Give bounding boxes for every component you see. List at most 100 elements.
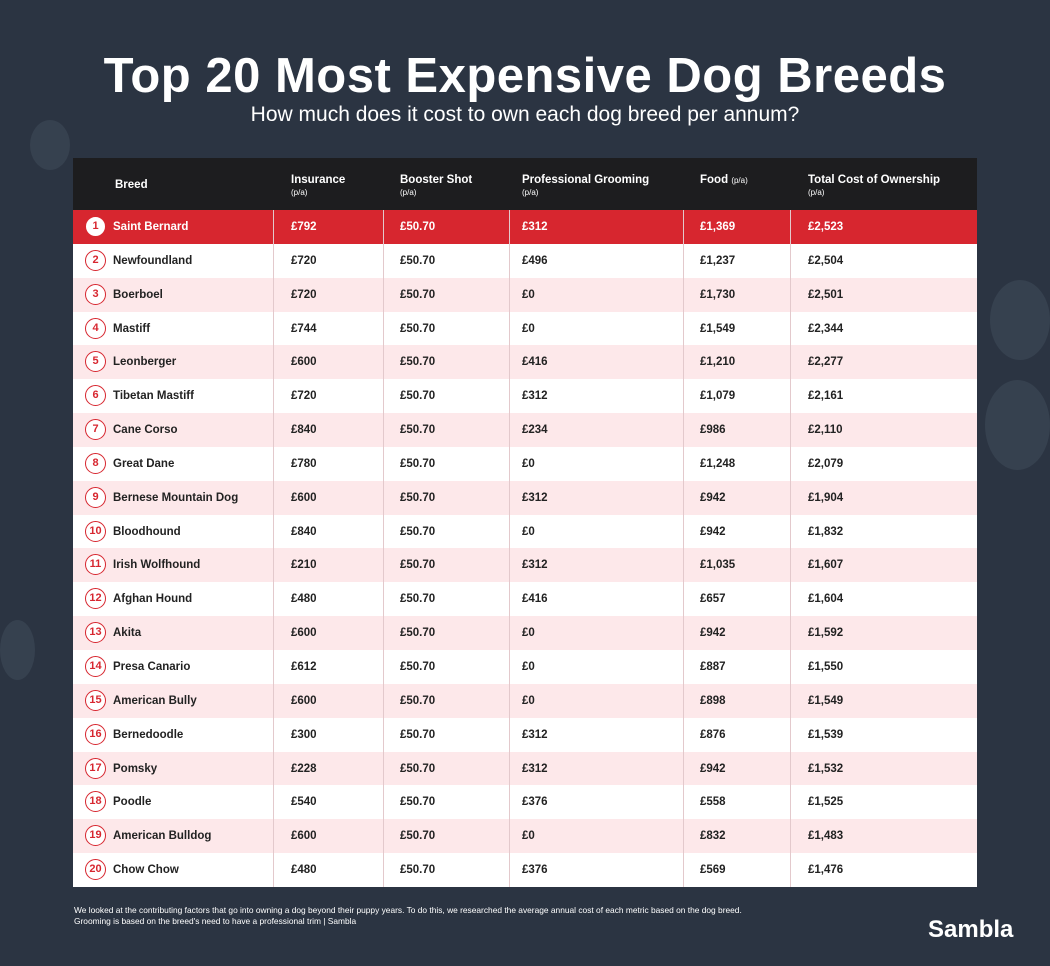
breed-name: Newfoundland: [113, 254, 193, 267]
cell-divider: [383, 480, 384, 515]
cost-cell: £1,904: [808, 491, 844, 504]
cell-divider: [790, 616, 791, 650]
cell-divider: [383, 853, 384, 887]
cost-cell: £1,237: [700, 254, 736, 267]
table-row: 6 Tibetan Mastiff £720 £50.70 £312 £1,079 £2,1…: [73, 379, 977, 414]
breed-name: Presa Canario: [113, 660, 191, 673]
cell-divider: [509, 413, 510, 447]
breed-name: Bloodhound: [113, 525, 181, 538]
cost-cell: £876: [700, 728, 726, 741]
rank-badge: 2: [85, 249, 106, 271]
column-label: Insurance: [291, 174, 346, 186]
breed-name: Saint Bernard: [113, 221, 189, 233]
cell-divider: [683, 210, 684, 244]
cost-cell: £2,504: [808, 254, 844, 267]
cell-divider: [383, 243, 384, 278]
cell-divider: [509, 446, 510, 481]
cell-divider: [383, 514, 384, 549]
cell-divider: [383, 311, 384, 346]
rank-badge: 12: [85, 588, 106, 610]
brand-logo: Sambla: [928, 916, 1014, 943]
cell-divider: [790, 210, 791, 244]
column-label: Booster Shot: [400, 174, 473, 186]
cell-divider: [790, 649, 791, 684]
table-row: 13 Akita £600 £50.70 £0 £942 £1,592: [73, 616, 977, 650]
cost-cell: £50.70: [400, 796, 436, 809]
breed-name: Akita: [113, 627, 142, 640]
table-row: 5 Leonberger £600 £50.70 £416 £1,210 £2,277: [73, 345, 977, 380]
cell-divider: [509, 311, 510, 346]
cost-cell: £600: [291, 694, 317, 707]
cost-cell: £50.70: [400, 390, 436, 403]
cost-cell: £569: [700, 864, 726, 877]
cost-cell: £496: [522, 254, 548, 267]
rank-badge: 7: [85, 419, 106, 441]
cost-cell: £50.70: [400, 728, 436, 741]
rank-badge: 14: [85, 655, 106, 677]
cost-cell: £1,483: [808, 830, 844, 843]
cost-cell: £942: [700, 491, 726, 504]
cell-divider: [790, 683, 791, 718]
cost-cell: £2,110: [808, 424, 843, 437]
cost-cell: £50.70: [400, 559, 436, 572]
cell-divider: [383, 649, 384, 684]
rank-badge: 8: [85, 452, 106, 474]
cost-cell: £832: [700, 830, 726, 843]
cell-divider: [790, 379, 791, 414]
cost-cell: £1,210: [700, 356, 736, 369]
cost-cell: £416: [522, 593, 548, 606]
cell-divider: [790, 311, 791, 346]
cost-cell: £887: [700, 660, 726, 673]
rank-badge: 16: [85, 723, 106, 745]
cost-cell: £480: [291, 593, 317, 606]
cell-divider: [790, 345, 791, 380]
cost-cell: £600: [291, 830, 317, 843]
rank-badge: 11: [85, 554, 106, 576]
paw-decor: [990, 280, 1050, 360]
cost-cell: £312: [522, 390, 548, 403]
table-row: 8 Great Dane £780 £50.70 £0 £1,248 £2,079: [73, 446, 977, 481]
column-unit: (p/a): [808, 188, 825, 197]
cell-divider: [683, 345, 684, 380]
column-label: Breed: [115, 179, 148, 191]
table-row: 9 Bernese Mountain Dog £600 £50.70 £312 £942 £…: [73, 480, 977, 515]
cell-divider: [683, 311, 684, 346]
cell-divider: [683, 751, 684, 786]
cost-cell: £744: [291, 322, 317, 335]
cell-divider: [683, 277, 684, 312]
cost-cell: £50.70: [400, 254, 436, 267]
cost-cell: £600: [291, 491, 317, 504]
table-row: 4 Mastiff £744 £50.70 £0 £1,549 £2,344: [73, 311, 977, 346]
rank-badge: 13: [85, 622, 106, 644]
cell-divider: [509, 717, 510, 752]
column-header: Total Cost of Ownership (p/a): [808, 174, 940, 197]
cell-divider: [509, 379, 510, 414]
cell-divider: [509, 819, 510, 854]
cost-cell: £1,525: [808, 796, 844, 809]
breed-name: American Bully: [113, 694, 197, 707]
cost-cell: £720: [291, 288, 317, 301]
cost-cell: £480: [291, 864, 317, 877]
breed-name: Bernedoodle: [113, 728, 184, 741]
column-label: Professional Grooming: [522, 174, 650, 186]
cell-divider: [509, 277, 510, 312]
cell-divider: [273, 311, 274, 346]
cell-divider: [509, 616, 510, 650]
breed-name: Mastiff: [113, 322, 151, 335]
rank-badge: 15: [85, 689, 106, 711]
cost-cell: £228: [291, 762, 317, 775]
cost-cell: £1,592: [808, 627, 844, 640]
cost-cell: £0: [522, 288, 535, 301]
cell-divider: [383, 819, 384, 854]
cell-divider: [509, 210, 510, 244]
cell-divider: [383, 785, 384, 820]
breed-name: Leonberger: [113, 356, 177, 369]
cost-cell: £2,523: [808, 221, 844, 233]
cost-cell: £720: [291, 254, 317, 267]
cell-divider: [273, 243, 274, 278]
rank-badge: 3: [85, 283, 106, 305]
cost-cell: £898: [700, 694, 726, 707]
cost-cell: £1,549: [700, 322, 736, 335]
cost-cell: £1,476: [808, 864, 844, 877]
column-header: Food (p/a): [700, 174, 748, 186]
